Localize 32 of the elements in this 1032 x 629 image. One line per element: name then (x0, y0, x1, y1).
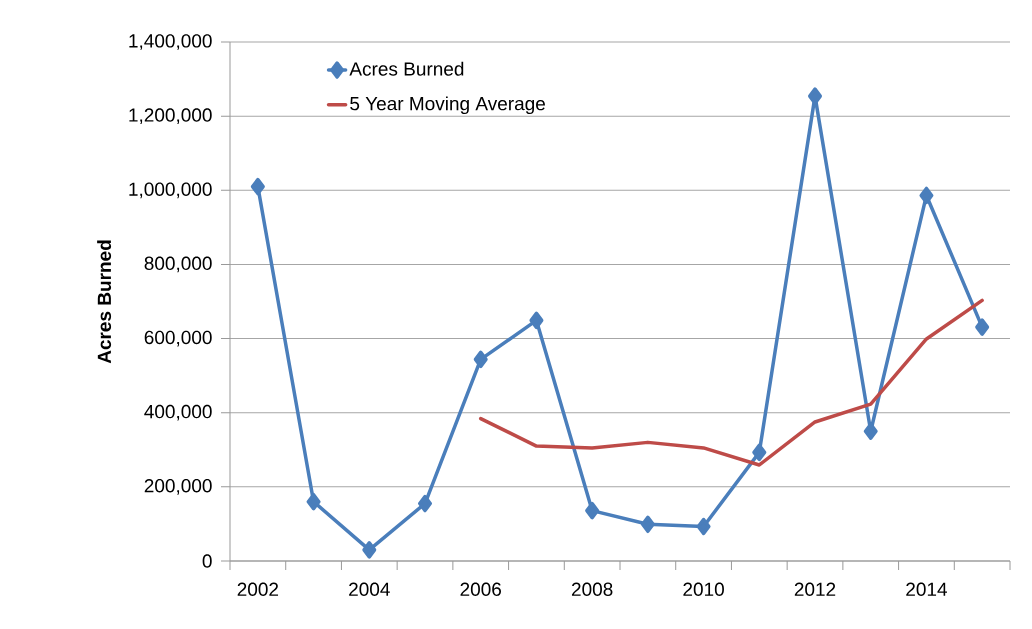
point (250, 177, 265, 196)
point (808, 87, 823, 105)
point (975, 318, 990, 336)
x-tick-label: 2014 (906, 582, 947, 596)
y-tick-label: 600,000 (144, 330, 212, 347)
x-tick-label: 2010 (683, 582, 724, 596)
y-tick-label: 800,000 (144, 256, 212, 273)
point (585, 501, 600, 520)
y-tick-label: 1,400,000 (129, 34, 212, 50)
y-tick-label: 0 (202, 554, 212, 568)
x-tick-label: 2004 (349, 582, 390, 596)
x-tick-label: 2002 (237, 582, 279, 596)
point (752, 443, 767, 462)
point (473, 350, 488, 369)
point (362, 541, 377, 559)
point (640, 515, 655, 534)
y-tick-label: 200,000 (144, 479, 212, 495)
x-tick-label: 2008 (571, 582, 613, 596)
legend-label: 5 Year Moving Average (350, 96, 545, 115)
y-axis-title: Acres Burned (97, 240, 112, 364)
y-tick-label: 400,000 (144, 404, 212, 421)
point (418, 494, 432, 513)
point (696, 517, 711, 536)
y-tick-label: 1,000,000 (129, 182, 212, 199)
y-tick-label: 1,200,000 (129, 108, 212, 124)
point (529, 311, 544, 330)
line-series (478, 298, 984, 467)
point (306, 492, 321, 511)
legend-label: Acres Burned (349, 61, 464, 76)
point (919, 186, 934, 205)
x-tick-label: 2012 (794, 582, 836, 596)
x-tick-label: 2006 (460, 582, 501, 596)
